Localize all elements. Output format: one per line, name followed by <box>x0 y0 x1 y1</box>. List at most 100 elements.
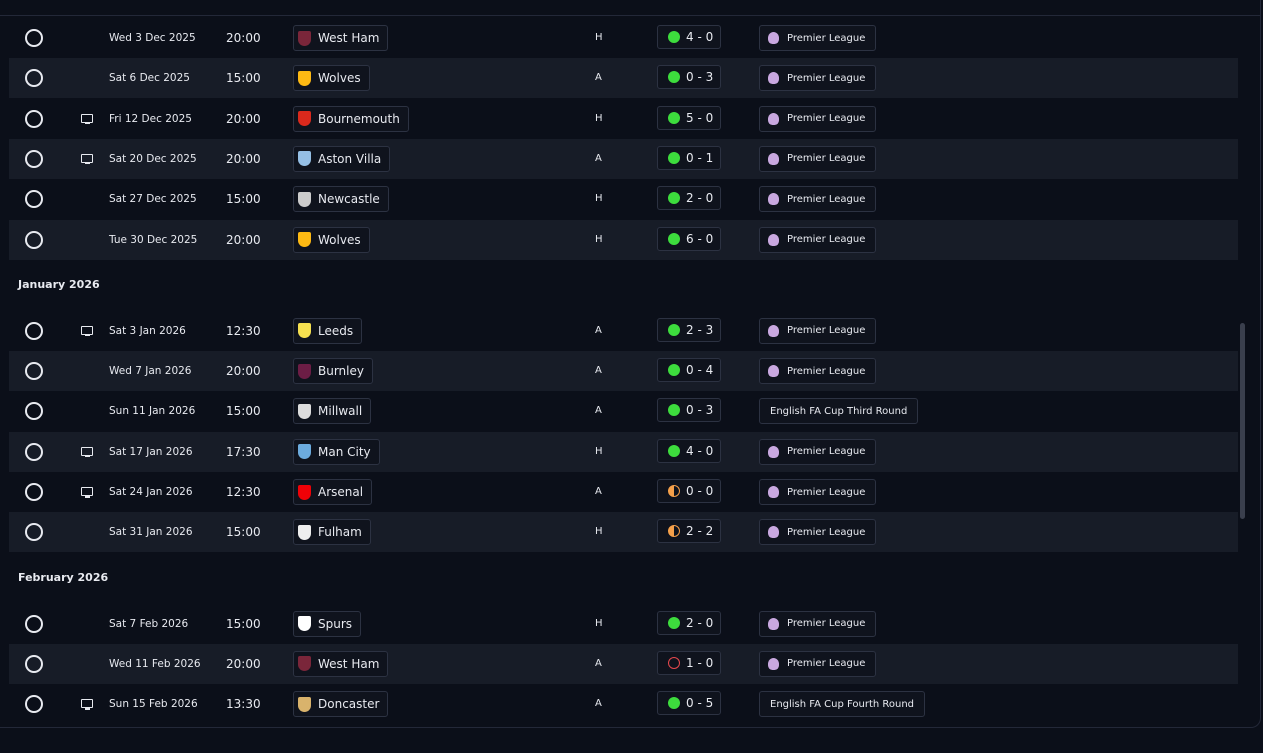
competition-name: Premier League <box>787 658 866 670</box>
select-radio[interactable] <box>25 614 43 633</box>
time: 20:00 <box>226 31 261 45</box>
opponent-chip[interactable]: Fulham <box>293 519 371 546</box>
competition-chip[interactable]: Premier League <box>759 479 877 505</box>
result-chip: 2 - 2 <box>657 519 721 544</box>
competition-logo <box>768 152 779 165</box>
competition-name: Premier League <box>787 446 866 458</box>
competition-chip[interactable]: Premier League <box>759 186 877 213</box>
team-crest <box>298 403 311 419</box>
scrollbar[interactable] <box>1240 323 1245 519</box>
competition-chip[interactable]: Premier League <box>759 650 877 677</box>
opponent-name: Bournemouth <box>318 111 400 126</box>
competition-name: Premier League <box>787 486 866 498</box>
date: Sun 15 Feb 2026 <box>109 698 198 711</box>
result-score: 2 - 0 <box>686 615 714 630</box>
fixture-row[interactable]: Sat 27 Dec 2025 15:00 Newcastle H 2 - 0 Premi… <box>9 179 1238 219</box>
competition-chip[interactable]: Premier League <box>759 25 877 51</box>
date: Fri 12 Dec 2025 <box>109 112 192 125</box>
select-radio[interactable] <box>25 442 43 461</box>
fixture-row[interactable]: Wed 11 Feb 2026 20:00 West Ham A 1 - 0 Premie… <box>9 643 1238 684</box>
select-radio[interactable] <box>25 230 43 249</box>
select-radio[interactable] <box>25 362 43 381</box>
opponent-name: Wolves <box>318 71 361 86</box>
competition-logo <box>768 445 779 458</box>
competition-chip[interactable]: Premier League <box>759 610 877 637</box>
select-radio[interactable] <box>25 190 43 209</box>
competition-logo <box>768 526 779 539</box>
competition-chip[interactable]: Premier League <box>759 317 877 344</box>
date: Sat 20 Dec 2025 <box>109 152 197 165</box>
result-chip: 0 - 0 <box>657 479 721 503</box>
opponent-name: Doncaster <box>318 697 380 712</box>
header-divider <box>0 15 1260 16</box>
fixture-row[interactable]: Sun 15 Feb 2026 13:30 Doncaster A 0 - 5 Engli… <box>9 684 1238 724</box>
fixture-row[interactable]: Wed 7 Jan 2026 20:00 Burnley A 0 - 4 Premier … <box>9 351 1238 392</box>
result-chip: 2 - 0 <box>657 610 721 635</box>
venue: A <box>595 72 602 84</box>
competition-chip[interactable]: Premier League <box>759 145 877 172</box>
time: 20:00 <box>226 364 261 379</box>
competition-chip[interactable]: Premier League <box>759 519 877 546</box>
opponent-chip[interactable]: Doncaster <box>293 691 389 718</box>
opponent-name: Wolves <box>318 232 361 247</box>
fixture-row[interactable]: Sat 7 Feb 2026 15:00 Spurs H 2 - 0 Premier Le… <box>9 604 1238 644</box>
opponent-chip[interactable]: Millwall <box>293 398 372 425</box>
venue: A <box>595 324 602 336</box>
opponent-chip[interactable]: Arsenal <box>293 479 373 505</box>
opponent-name: Millwall <box>318 404 363 419</box>
opponent-chip[interactable]: Leeds <box>293 317 363 344</box>
opponent-chip[interactable]: Wolves <box>293 65 370 92</box>
tv-icon <box>81 325 93 337</box>
competition-chip[interactable]: Premier League <box>759 358 877 385</box>
result-indicator <box>668 525 680 538</box>
result-chip: 0 - 5 <box>657 691 721 716</box>
team-crest <box>298 484 311 500</box>
opponent-chip[interactable]: Wolves <box>293 226 370 253</box>
select-radio[interactable] <box>25 402 43 421</box>
date: Sat 17 Jan 2026 <box>109 445 193 458</box>
fixture-row[interactable]: Fri 12 Dec 2025 20:00 Bournemouth H 5 - 0 Pre… <box>9 99 1238 139</box>
fixture-row[interactable]: Sun 11 Jan 2026 15:00 Millwall A 0 - 3 Englis… <box>9 391 1238 431</box>
fixture-row[interactable]: Wed 3 Dec 2025 20:00 West Ham H 4 - 0 Premier… <box>9 18 1238 58</box>
fixture-row[interactable]: Sat 20 Dec 2025 20:00 Aston Villa A 0 - 1 Pre… <box>9 138 1238 179</box>
select-radio[interactable] <box>25 654 43 673</box>
team-crest <box>298 232 311 247</box>
fixture-row[interactable]: Sat 17 Jan 2026 17:30 Man City H 4 - 0 Premie… <box>9 431 1238 472</box>
opponent-chip[interactable]: Aston Villa <box>293 145 391 172</box>
opponent-chip[interactable]: Burnley <box>293 358 373 385</box>
select-radio[interactable] <box>25 523 43 542</box>
select-radio[interactable] <box>25 69 43 88</box>
team-crest <box>298 323 311 339</box>
competition-chip[interactable]: Premier League <box>759 105 877 132</box>
competition-chip[interactable]: Premier League <box>759 226 877 253</box>
opponent-chip[interactable]: Newcastle <box>293 186 389 213</box>
fixture-row[interactable]: Sat 24 Jan 2026 12:30 Arsenal A 0 - 0 Premier… <box>9 472 1238 512</box>
select-radio[interactable] <box>25 149 43 168</box>
opponent-chip[interactable]: West Ham <box>293 25 389 51</box>
result-score: 0 - 5 <box>686 696 714 711</box>
result-indicator <box>668 364 680 377</box>
fixture-row[interactable]: Sat 31 Jan 2026 15:00 Fulham H 2 - 2 Premier … <box>9 512 1238 553</box>
competition-chip[interactable]: English FA Cup Fourth Round <box>759 691 926 718</box>
select-radio[interactable] <box>25 483 43 501</box>
fixture-row[interactable]: Sat 3 Jan 2026 12:30 Leeds A 2 - 3 Premier Le… <box>9 311 1238 351</box>
competition-chip[interactable]: Premier League <box>759 438 877 465</box>
time: 20:00 <box>226 111 261 126</box>
select-radio[interactable] <box>25 695 43 714</box>
date: Sat 27 Dec 2025 <box>109 193 197 206</box>
fixture-row[interactable]: Sat 6 Dec 2025 15:00 Wolves A 0 - 3 Premier L… <box>9 58 1238 99</box>
opponent-chip[interactable]: Spurs <box>293 610 362 637</box>
result-chip: 2 - 3 <box>657 317 721 342</box>
competition-chip[interactable]: English FA Cup Third Round <box>759 398 919 425</box>
select-radio[interactable] <box>25 29 43 47</box>
opponent-chip[interactable]: West Ham <box>293 650 389 677</box>
select-radio[interactable] <box>25 109 43 128</box>
competition-name: English FA Cup Third Round <box>770 405 908 417</box>
competition-chip[interactable]: Premier League <box>759 65 877 92</box>
result-chip: 4 - 0 <box>657 25 721 49</box>
select-radio[interactable] <box>25 321 43 340</box>
opponent-chip[interactable]: Man City <box>293 438 380 465</box>
opponent-chip[interactable]: Bournemouth <box>293 105 409 132</box>
result-indicator <box>668 697 680 710</box>
fixture-row[interactable]: Tue 30 Dec 2025 20:00 Wolves H 6 - 0 Premier … <box>9 219 1238 260</box>
